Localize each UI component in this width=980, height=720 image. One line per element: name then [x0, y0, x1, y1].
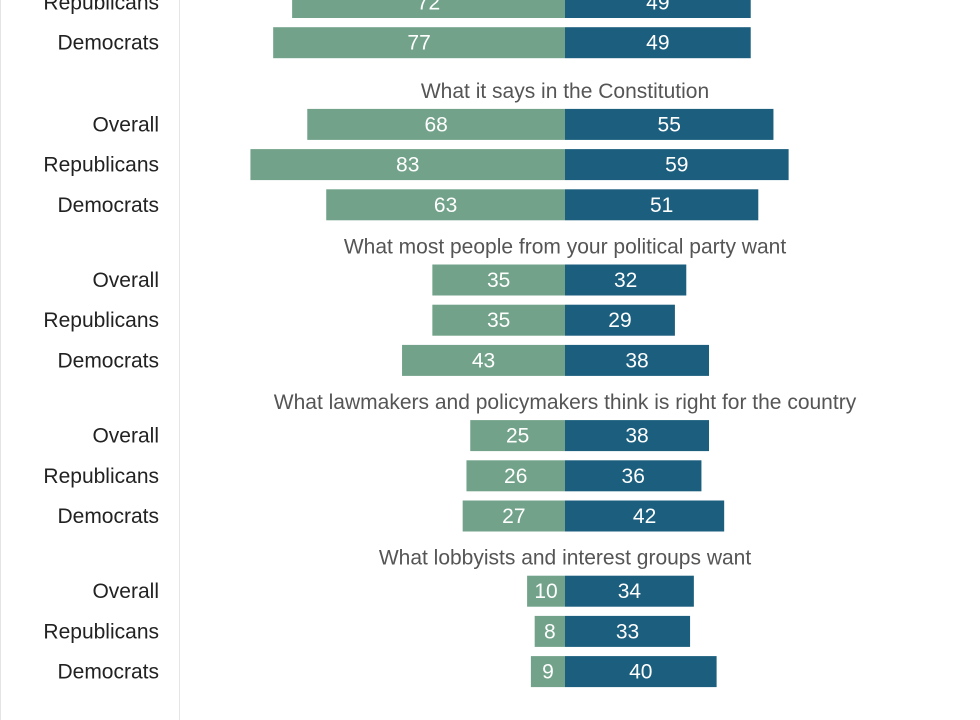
group-title: What lawmakers and policymakers think is… — [274, 391, 857, 414]
left-value-label: 35 — [487, 309, 510, 332]
group-title: What most people from your political par… — [344, 236, 787, 259]
right-value-label: 29 — [608, 309, 631, 332]
left-bar — [326, 189, 565, 221]
category-label: Democrats — [57, 32, 159, 55]
left-value-label: 9 — [542, 661, 554, 684]
left-value-label: 8 — [544, 620, 556, 643]
right-value-label: 36 — [622, 465, 645, 488]
right-value-label: 34 — [618, 580, 642, 603]
category-label: Republicans — [43, 309, 159, 332]
right-bar — [565, 615, 691, 647]
right-bar — [565, 27, 751, 59]
left-bar — [402, 344, 565, 376]
left-value-label: 68 — [424, 113, 447, 136]
right-value-label: 38 — [625, 349, 648, 372]
category-label: Republicans — [43, 154, 159, 177]
left-bar — [292, 0, 565, 18]
category-label: Democrats — [57, 661, 159, 684]
left-bar — [307, 108, 565, 140]
left-bar — [273, 27, 565, 59]
category-label: Republicans — [43, 0, 159, 15]
right-value-label: 32 — [614, 269, 637, 292]
left-value-label: 43 — [472, 349, 495, 372]
right-bar — [565, 264, 687, 296]
category-label: Republicans — [43, 465, 159, 488]
group-title: What lobbyists and interest groups want — [379, 547, 752, 570]
left-value-label: 27 — [502, 505, 525, 528]
right-value-label: 40 — [629, 661, 652, 684]
right-bar — [565, 344, 710, 376]
left-bar — [534, 615, 565, 647]
category-label: Democrats — [57, 505, 159, 528]
left-value-label: 25 — [506, 425, 529, 448]
left-bar — [466, 460, 565, 492]
left-value-label: 72 — [417, 0, 440, 15]
category-label: Democrats — [57, 349, 159, 372]
left-value-label: 35 — [487, 269, 510, 292]
left-bar — [470, 420, 565, 452]
left-value-label: 77 — [407, 32, 430, 55]
left-bar — [250, 149, 565, 181]
right-bar — [565, 189, 759, 221]
right-value-label: 49 — [646, 0, 669, 15]
left-bar — [527, 575, 565, 607]
right-value-label: 51 — [650, 194, 673, 217]
right-bar — [565, 304, 675, 336]
right-bar — [565, 149, 789, 181]
right-value-label: 55 — [658, 113, 681, 136]
right-bar — [565, 0, 751, 18]
left-value-label: 26 — [504, 465, 527, 488]
category-label: Overall — [92, 580, 159, 603]
group-title: What it says in the Constitution — [421, 80, 709, 103]
right-bar — [565, 500, 725, 532]
right-value-label: 33 — [616, 620, 639, 643]
category-label: Republicans — [43, 620, 159, 643]
category-label: Overall — [92, 269, 159, 292]
left-bar — [530, 656, 565, 688]
left-bar — [432, 304, 565, 336]
left-value-label: 63 — [434, 194, 457, 217]
category-label: Overall — [92, 113, 159, 136]
left-value-label: 10 — [534, 580, 557, 603]
right-value-label: 38 — [625, 425, 648, 448]
right-value-label: 42 — [633, 505, 656, 528]
right-value-label: 59 — [665, 154, 688, 177]
label-column-divider — [179, 0, 180, 720]
right-bar — [565, 420, 710, 452]
right-bar — [565, 108, 774, 140]
left-value-label: 83 — [396, 154, 419, 177]
left-bar — [432, 264, 565, 296]
right-bar — [565, 656, 717, 688]
right-bar — [565, 460, 702, 492]
category-label: Overall — [92, 425, 159, 448]
left-bar — [462, 500, 565, 532]
right-bar — [565, 575, 694, 607]
right-value-label: 49 — [646, 32, 669, 55]
category-label: Democrats — [57, 194, 159, 217]
